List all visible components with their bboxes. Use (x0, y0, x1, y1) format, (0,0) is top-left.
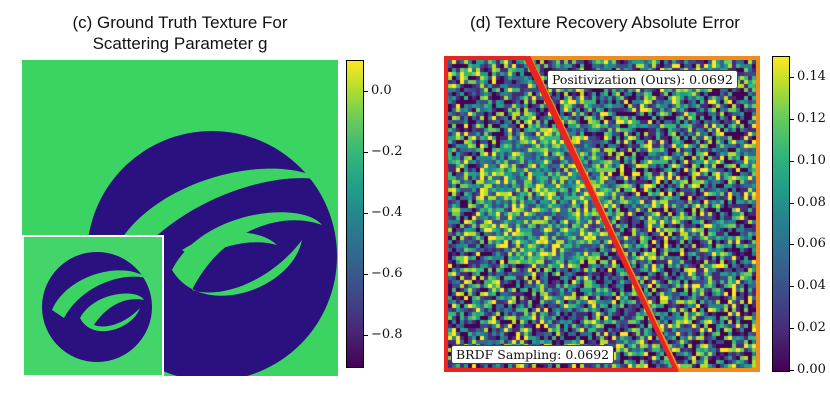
panel-c-title-line2: Scattering Parameter g (92, 34, 268, 53)
panel-d-colorbar-tickmark (790, 244, 794, 246)
panel-c-inset (22, 235, 164, 376)
panel-d-colorbar-tickmark (790, 202, 794, 204)
panel-c-title: (c) Ground Truth Texture For Scattering … (22, 12, 338, 54)
panel-c-colorbar-tick-label: −0.8 (371, 327, 403, 343)
label-brdf-sampling: BRDF Sampling: 0.0692 (451, 345, 615, 364)
panel-d-title: (d) Texture Recovery Absolute Error (470, 13, 740, 32)
panel-d-colorbar-tickmark (790, 76, 794, 78)
panel-c-heatmap (22, 60, 338, 376)
panel-d-colorbar-tick-label: 0.12 (797, 110, 826, 126)
panel-c-colorbar-tick-label: −0.2 (371, 143, 403, 159)
label-positivization: Positivization (Ours): 0.0692 (547, 70, 738, 89)
brdf-region-border (444, 56, 680, 372)
panel-d-colorbar-tick-label: 0.04 (797, 278, 826, 294)
panel-d-colorbar-tickmark (790, 286, 794, 288)
panel-d-colorbar-tick-label: 0.10 (797, 152, 826, 168)
panel-d-colorbar-tick-label: 0.06 (797, 236, 826, 252)
panel-d-heatmap (444, 56, 760, 372)
panel-d-colorbar-tick-label: 0.02 (797, 320, 826, 336)
panel-c-colorbar-tick-label: 0.0 (371, 82, 392, 98)
panel-d-colorbar-tickmark (790, 370, 794, 371)
panel-c-swirl-3 (182, 232, 277, 260)
panel-c-title-line1: (c) Ground Truth Texture For (72, 13, 288, 32)
panel-d-colorbar-tick-label: 0.14 (797, 68, 826, 84)
panel-d-colorbar-tick-label: 0.08 (797, 194, 826, 210)
panel-d-colorbar (772, 56, 790, 372)
divider-line (526, 56, 679, 372)
panel-c-colorbar (346, 60, 364, 368)
panel-c-swirl-1 (110, 168, 322, 275)
panel-c-colorbar-tickmark (364, 90, 368, 92)
panel-d-colorbar-tick-label: 0.00 (797, 362, 826, 377)
ours-region-border (526, 56, 760, 372)
panel-d-colorbar-tickmark (790, 328, 794, 330)
panel-d-colorbar-tickmark (790, 118, 794, 120)
panel-c-colorbar-tick-label: −0.6 (371, 266, 403, 282)
panel-c-colorbar-tickmark (364, 213, 368, 214)
panel-c-colorbar-tickmark (364, 151, 368, 153)
panel-c-colorbar-tickmark (364, 274, 368, 276)
panel-c-colorbar-tick-label: −0.4 (371, 205, 403, 220)
panel-c-colorbar-tickmark (364, 335, 368, 337)
panel-c-swirl-2 (172, 212, 322, 296)
panel-d-colorbar-tickmark (790, 160, 794, 162)
